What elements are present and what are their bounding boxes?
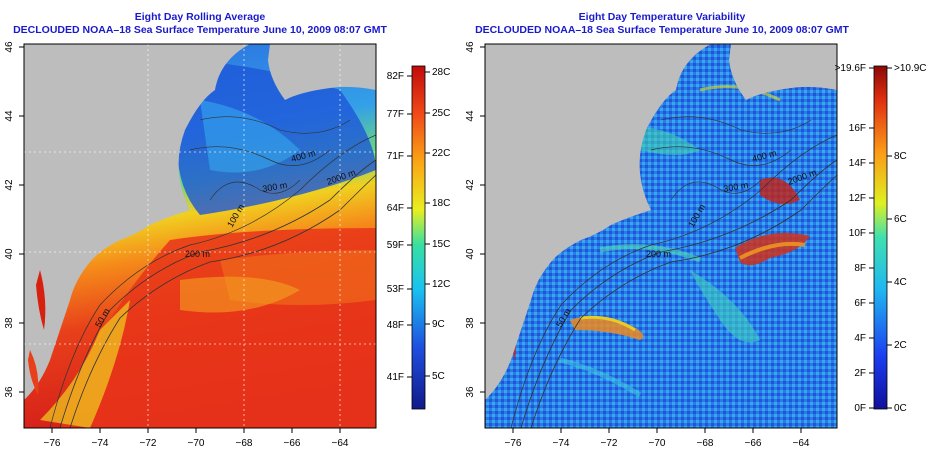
left-map-title: Eight Day Rolling Average xyxy=(134,11,266,23)
left-colorbar-f-label: 41F xyxy=(387,372,404,383)
right-lat-tick: 38 xyxy=(465,317,476,329)
left-lat-tick: 36 xyxy=(4,386,15,398)
right-colorbar-f-label: 10F xyxy=(849,228,866,239)
right-colorbar-f-label: 6F xyxy=(854,298,866,309)
left-colorbar-c-label: 15C xyxy=(432,239,450,250)
left-colorbar-f-label: 59F xyxy=(387,240,404,251)
left-colorbar-c-label: 25C xyxy=(432,108,450,119)
right-colorbar-c-label: 2C xyxy=(894,340,907,351)
right-colorbar-f-label: 12F xyxy=(849,193,866,204)
left-contour-label-200: 200 m xyxy=(185,249,210,259)
right-lon-tick: −66 xyxy=(745,438,762,449)
left-colorbar-f-label: 64F xyxy=(387,203,404,214)
left-lon-tick: −64 xyxy=(332,438,349,449)
right-contour-label-200: 200 m xyxy=(646,249,671,259)
left-colorbar-c-label: 9C xyxy=(432,319,445,330)
left-colorbar-f-label: 71F xyxy=(387,151,404,162)
left-colorbar-f-label: 82F xyxy=(387,71,404,82)
left-lat-tick: 38 xyxy=(4,317,15,329)
left-colorbar-c-label: 18C xyxy=(432,198,450,209)
right-lon-tick: −70 xyxy=(649,438,666,449)
right-map-title: Eight Day Temperature Variability xyxy=(578,11,746,23)
right-colorbar-f-label: 14F xyxy=(849,158,866,169)
right-colorbar-c-label: 0C xyxy=(894,403,907,414)
left-lon-tick: −70 xyxy=(188,438,205,449)
right-colorbar-c-label: 6C xyxy=(894,214,907,225)
left-land-nova-scotia xyxy=(268,44,376,100)
left-lat-tick: 46 xyxy=(4,41,15,53)
left-lon-tick: −74 xyxy=(92,438,109,449)
right-colorbar-c-label: 8C xyxy=(894,151,907,162)
left-map-frame xyxy=(23,43,377,429)
left-colorbar-f-label: 48F xyxy=(387,320,404,331)
right-lat-tick: 36 xyxy=(465,386,476,398)
left-lat-tick: 42 xyxy=(4,179,15,191)
left-colorbar-f-label: 53F xyxy=(387,284,404,295)
left-lon-tick: −66 xyxy=(284,438,301,449)
left-colorbar-c-label: 12C xyxy=(432,279,450,290)
left-colorbar xyxy=(411,65,426,410)
right-lon-tick: −74 xyxy=(553,438,570,449)
right-lat-tick: 40 xyxy=(465,248,476,260)
left-land-mainland xyxy=(24,44,250,400)
right-colorbar-c-label: >10.9C xyxy=(894,63,927,74)
left-colorbar-c-label: 5C xyxy=(432,371,445,382)
left-lat-tick: 40 xyxy=(4,248,15,260)
left-lon-tick: −68 xyxy=(236,438,253,449)
right-lon-tick: −72 xyxy=(601,438,618,449)
left-lat-tick: 44 xyxy=(4,110,15,122)
left-lon-tick: −76 xyxy=(44,438,61,449)
right-lon-tick: −68 xyxy=(697,438,714,449)
right-warm-ring xyxy=(735,232,810,266)
left-colorbar-c-label: 28C xyxy=(432,67,450,78)
right-lat-tick: 42 xyxy=(465,179,476,191)
right-lon-tick: −76 xyxy=(505,438,522,449)
right-map-subtitle: DECLOUDED NOAA–18 Sea Surface Temperatur… xyxy=(475,24,849,36)
right-colorbar-f-label: 4F xyxy=(854,333,866,344)
left-colorbar-c-label: 22C xyxy=(432,148,450,159)
right-colorbar-f-label: >19.6F xyxy=(835,63,866,74)
right-lat-tick: 44 xyxy=(465,110,476,122)
right-map xyxy=(485,44,837,428)
right-land-mainland xyxy=(485,44,711,400)
left-map-subtitle: DECLOUDED NOAA–18 Sea Surface Temperatur… xyxy=(13,24,387,36)
left-lon-tick: −72 xyxy=(140,438,157,449)
left-map xyxy=(24,44,376,428)
right-colorbar-f-label: 0F xyxy=(854,403,866,414)
right-colorbar-c-label: 4C xyxy=(894,277,907,288)
right-colorbar-f-label: 8F xyxy=(854,263,866,274)
right-lat-tick: 46 xyxy=(465,41,476,53)
right-land-nova-scotia xyxy=(729,44,837,100)
right-contour-label-300: 300 m xyxy=(723,180,749,194)
right-map-frame xyxy=(484,43,838,429)
left-colorbar-f-label: 77F xyxy=(387,109,404,120)
left-contour-label-300: 300 m xyxy=(262,180,288,194)
right-colorbar-f-label: 16F xyxy=(849,123,866,134)
right-lon-tick: −64 xyxy=(793,438,810,449)
right-colorbar-f-label: 2F xyxy=(854,368,866,379)
right-colorbar xyxy=(873,65,888,410)
